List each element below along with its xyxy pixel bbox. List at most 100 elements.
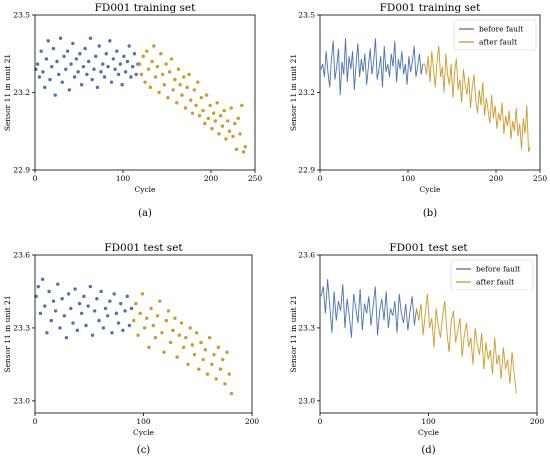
data-point-before [66, 292, 71, 296]
data-point-before [40, 277, 45, 282]
data-point-after [199, 95, 204, 100]
data-point-after [197, 114, 202, 118]
data-point-after [186, 362, 190, 367]
data-point-after [157, 90, 161, 95]
data-point-before [82, 294, 86, 299]
data-point-before [86, 59, 91, 64]
data-point-after [189, 98, 193, 102]
data-point-after [226, 119, 230, 123]
data-point-after [240, 103, 244, 108]
data-point-before [92, 67, 96, 71]
series-line-before-fault [320, 279, 418, 338]
x-tick-label: 250 [533, 174, 548, 183]
data-point-before [123, 70, 128, 74]
data-point-after [221, 357, 225, 362]
x-axis-label: Cycle [419, 185, 441, 194]
data-point-after [203, 348, 208, 352]
data-point-before [106, 64, 110, 69]
data-point-after [179, 321, 184, 325]
data-point-after [207, 335, 212, 340]
data-point-before [62, 54, 66, 59]
data-point-after [153, 75, 158, 79]
data-point-after [146, 67, 151, 71]
y-tick-label: 23.0 [13, 396, 30, 405]
data-point-before [37, 75, 42, 79]
data-point-after [197, 367, 201, 371]
data-point-before [74, 57, 79, 61]
data-point-after [173, 316, 177, 320]
data-point-after [164, 318, 168, 323]
data-point-before [43, 304, 47, 308]
data-point-after [238, 132, 242, 136]
data-point-before [77, 301, 82, 306]
data-point-before [38, 311, 43, 316]
data-point-after [206, 116, 211, 121]
data-point-after [181, 345, 186, 350]
legend-box [450, 259, 534, 291]
data-point-before [115, 49, 119, 53]
data-point-before [108, 39, 112, 43]
data-point-before [42, 85, 47, 90]
data-point-before [90, 77, 94, 82]
data-point-after [180, 93, 184, 97]
y-axis-label: Sensor 11 in unit 21 [289, 295, 298, 372]
data-point-before [97, 44, 101, 48]
data-point-after [153, 335, 158, 340]
data-point-after [150, 59, 154, 64]
data-point-after [148, 85, 152, 90]
y-tick-label: 23.2 [13, 88, 30, 97]
data-point-before [39, 49, 43, 53]
data-point-after [210, 362, 214, 367]
data-point-after [167, 70, 172, 74]
y-tick-label: 23.3 [298, 323, 315, 332]
legend-entry-label: before fault [476, 265, 520, 274]
x-tick-label: 100 [116, 174, 131, 183]
data-point-before [84, 323, 88, 328]
data-point-after [192, 88, 196, 92]
data-point-before [73, 287, 77, 291]
data-point-after [176, 67, 181, 71]
data-point-after [212, 352, 216, 357]
data-point-before [48, 77, 52, 82]
data-point-after [236, 116, 240, 121]
data-point-after [138, 62, 142, 66]
data-point-before [79, 83, 84, 87]
data-point-after [162, 83, 167, 87]
data-point-before [49, 318, 53, 323]
data-point-before [47, 289, 51, 294]
data-point-before [99, 70, 103, 74]
data-point-after [201, 357, 205, 362]
chart-title: FD001 test set [104, 242, 183, 254]
data-point-before [88, 36, 93, 40]
chart-title: FD001 test set [389, 242, 468, 254]
data-point-after [208, 103, 212, 108]
y-tick-label: 23.0 [298, 396, 315, 405]
data-point-after [224, 137, 228, 141]
data-point-after [243, 145, 248, 149]
data-point-after [218, 367, 223, 371]
data-point-after [132, 318, 136, 323]
data-point-before [118, 62, 123, 66]
data-point-after [188, 326, 192, 330]
data-point-before [134, 72, 138, 77]
data-point-after [162, 350, 166, 354]
data-point-after [190, 111, 195, 115]
y-tick-label: 23.6 [298, 251, 315, 260]
data-point-before [125, 59, 130, 64]
data-point-before [69, 306, 73, 311]
data-point-after [175, 355, 179, 359]
data-point-before [58, 36, 63, 40]
data-point-after [171, 328, 175, 333]
data-point-before [53, 93, 57, 97]
panel-label: (b) [423, 208, 437, 219]
data-point-before [45, 331, 49, 335]
data-point-after [155, 64, 160, 69]
data-point-after [158, 299, 162, 303]
data-point-after [139, 72, 144, 77]
data-point-after [233, 121, 237, 126]
x-tick-label: 0 [33, 417, 38, 426]
data-point-after [141, 54, 145, 59]
chart-panel-1: FD001 training set 0 100 200 250 22.9 23.2 23.5… [3, 2, 262, 219]
data-point-after [192, 352, 197, 357]
